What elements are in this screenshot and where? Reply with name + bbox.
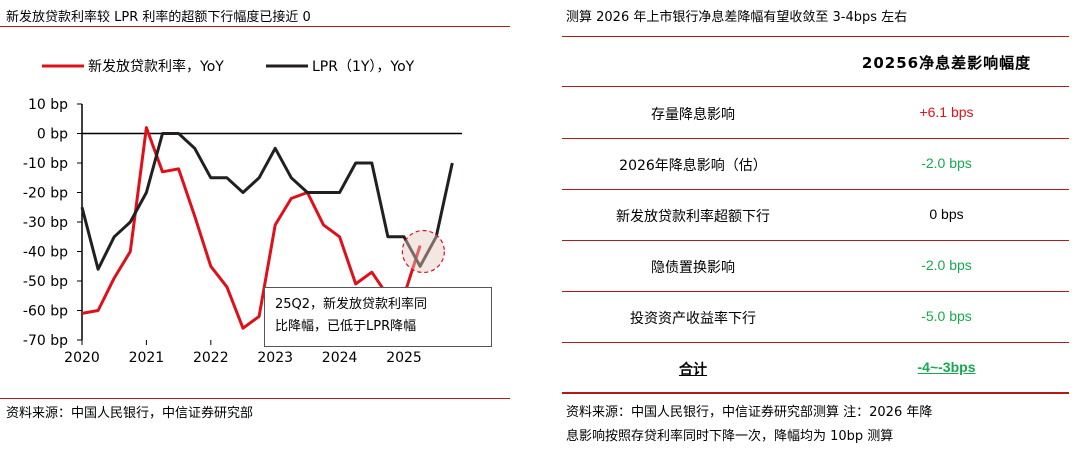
y-tick-label: -30 bp xyxy=(23,215,68,231)
row-rule xyxy=(562,189,1069,190)
y-tick-label: -20 bp xyxy=(23,186,68,202)
table-top-rule xyxy=(562,36,1069,37)
row-value: -5.0 bps xyxy=(921,308,972,324)
table-title: 测算 2026 年上市银行净息差降幅有望收敛至 3-4bps 左右 xyxy=(566,10,908,25)
table-row: 投资资产收益率下行 -5.0 bps xyxy=(562,292,1069,342)
highlight-circle xyxy=(401,229,445,274)
row-value: -2.0 bps xyxy=(921,155,972,171)
table-row: 隐债置换影响 -2.0 bps xyxy=(562,241,1069,291)
table-row: 存量降息影响 +6.1 bps xyxy=(562,88,1069,138)
x-tick-label: 2020 xyxy=(64,350,100,366)
header-rule xyxy=(562,86,1069,87)
row-rule xyxy=(562,291,1069,292)
title-rule xyxy=(0,26,510,27)
y-tick-label: -50 bp xyxy=(23,274,68,290)
row-value: +6.1 bps xyxy=(919,104,974,120)
legend-label-lpr: LPR（1Y），YoY xyxy=(312,59,415,75)
row-value: -2.0 bps xyxy=(921,257,972,273)
y-tick-label: -40 bp xyxy=(23,245,68,261)
x-tick-label: 2023 xyxy=(257,350,293,366)
row-rule xyxy=(562,138,1069,139)
line-chart: 新发放贷款利率，YoY LPR（1Y），YoY 10 bp 0 bp -10 bp -… xyxy=(23,58,462,366)
left-panel: 新发放贷款利率较 LPR 利率的超额下行幅度已接近 0 新发放贷款利率，YoY … xyxy=(0,0,520,457)
chart-legend: 新发放贷款利率，YoY LPR（1Y），YoY xyxy=(42,58,415,75)
y-tick-label: 0 bp xyxy=(37,127,68,143)
table-source-line1: 资料来源：中国人民银行，中信证券研究部测算 注：2026 年降 xyxy=(566,405,933,420)
x-tick-label: 2022 xyxy=(193,350,229,366)
right-panel: 测算 2026 年上市银行净息差降幅有望收敛至 3-4bps 左右 20256净… xyxy=(562,0,1080,457)
chart-title: 新发放贷款利率较 LPR 利率的超额下行幅度已接近 0 xyxy=(6,10,311,25)
table-source-line2: 息影响按照存贷利率同时下降一次，降幅均为 10bp 测算 xyxy=(566,429,894,444)
y-tick-label: -60 bp xyxy=(23,304,68,320)
row-label: 2026年降息影响（估） xyxy=(619,158,767,174)
total-label: 合计 xyxy=(679,362,707,378)
row-rule xyxy=(562,342,1069,343)
chart-source: 资料来源：中国人民银行，中信证券研究部 xyxy=(6,406,254,421)
legend-label-new-loan: 新发放贷款利率，YoY xyxy=(88,58,224,75)
series-line-lpr xyxy=(80,132,454,271)
table-row: 新发放贷款利率超额下行 0 bps xyxy=(562,190,1069,240)
row-label: 隐债置换影响 xyxy=(651,260,735,276)
series-line-new-loan-rate xyxy=(81,126,422,330)
x-tick-label: 2025 xyxy=(386,350,422,366)
y-tick-label: -70 bp xyxy=(23,333,68,349)
total-value: -4~-3bps xyxy=(917,359,976,375)
row-value: 0 bps xyxy=(929,206,964,222)
y-tick-label: 10 bp xyxy=(28,97,68,113)
annotation-box: 25Q2，新发放贷款利率同 比降幅，已低于LPR降幅 xyxy=(264,287,492,347)
table-bottom-rule xyxy=(562,392,1069,394)
x-tick-label: 2024 xyxy=(322,350,358,366)
y-tick-label: -10 bp xyxy=(23,156,68,172)
row-label: 存量降息影响 xyxy=(651,107,735,123)
x-tick-label: 2021 xyxy=(129,350,165,366)
total-row: 合计 -4~-3bps xyxy=(562,343,1069,393)
row-label: 新发放贷款利率超额下行 xyxy=(616,209,770,225)
table-header: 20256净息差影响幅度 xyxy=(861,54,1032,72)
source-rule xyxy=(0,398,510,399)
row-rule xyxy=(562,240,1069,241)
row-label: 投资资产收益率下行 xyxy=(630,311,756,327)
table-row: 2026年降息影响（估） -2.0 bps xyxy=(562,139,1069,189)
annotation-text: 25Q2，新发放贷款利率同 比降幅，已低于LPR降幅 xyxy=(275,297,428,334)
